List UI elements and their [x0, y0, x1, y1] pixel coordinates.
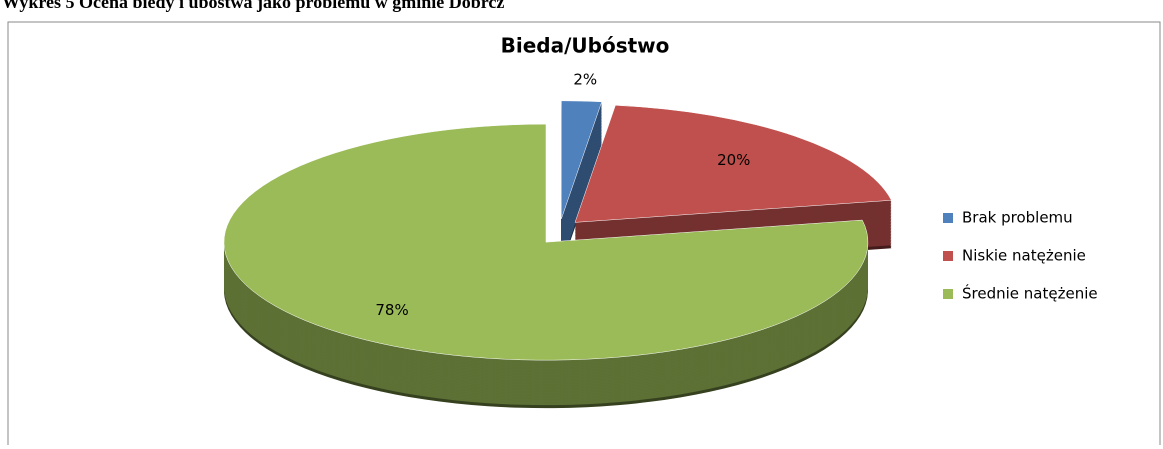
- data-label: 20%: [717, 151, 750, 169]
- legend-label: Niskie natężenie: [962, 247, 1086, 265]
- chart-title: Bieda/Ubóstwo: [501, 34, 670, 58]
- data-label: 2%: [573, 70, 597, 88]
- slice: [574, 105, 892, 223]
- legend-swatch: [943, 251, 953, 261]
- legend-swatch: [943, 289, 953, 299]
- data-label: 78%: [375, 301, 408, 319]
- caption: Wykres 5 Ocena biedy i ubóstwa jako prob…: [2, 0, 504, 12]
- legend-label: Brak problemu: [962, 209, 1073, 227]
- legend-swatch: [943, 213, 953, 223]
- slice: [223, 123, 869, 361]
- slice: [561, 100, 603, 219]
- legend-label: Średnie natężenie: [962, 284, 1098, 303]
